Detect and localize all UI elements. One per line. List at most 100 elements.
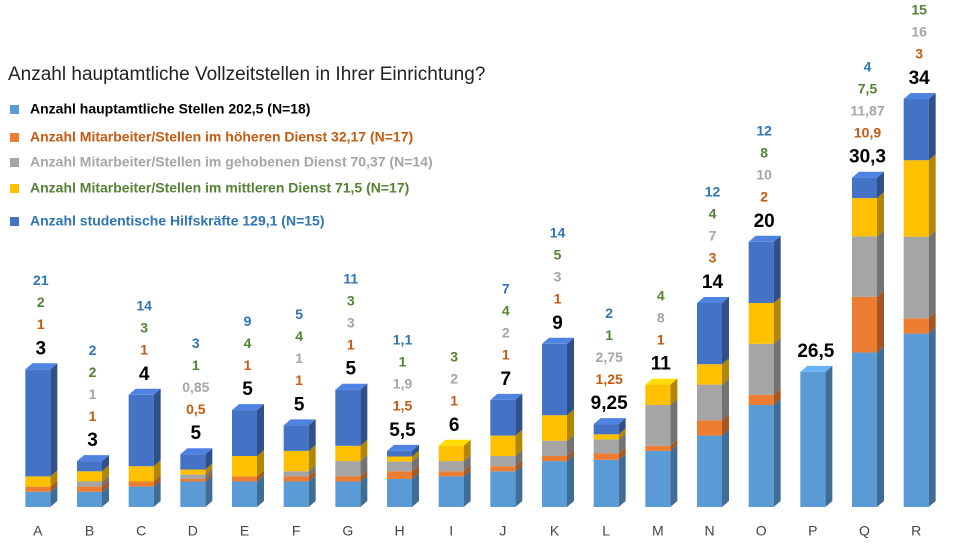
bar-side: [463, 439, 471, 462]
bar-side: [928, 327, 936, 507]
bar-segment: [387, 471, 412, 479]
data-label: 0,5: [186, 401, 206, 417]
data-label: 5: [346, 359, 357, 380]
bar-segment: [593, 459, 619, 507]
bar-side: [618, 418, 626, 435]
bar-side: [308, 470, 316, 482]
data-label: 11: [343, 270, 358, 286]
bar-side: [928, 93, 936, 161]
bar-top: [438, 439, 471, 446]
x-tick-label: F: [292, 523, 301, 539]
x-tick-label: J: [499, 523, 506, 539]
data-label: 3: [87, 430, 98, 451]
data-label: 16: [911, 24, 927, 40]
bar-segment: [77, 486, 102, 492]
bar-side: [205, 475, 213, 507]
bar-segment: [748, 405, 774, 507]
data-label: 5,5: [389, 420, 416, 441]
bar-side: [360, 439, 368, 462]
bar-side: [360, 475, 368, 507]
bar-segment: [283, 471, 309, 477]
data-label: 10: [756, 167, 772, 183]
chart-title: Anzahl hauptamtliche Vollzeitstellen in …: [8, 64, 485, 85]
bar-segment: [180, 469, 206, 475]
bar-segment: [593, 424, 619, 435]
legend-label: Anzahl Mitarbeiter/Stellen im mittleren …: [30, 180, 409, 196]
bar-segment: [387, 450, 412, 457]
data-label: 3: [347, 314, 355, 330]
bar-side: [205, 448, 213, 470]
bar-side: [412, 465, 419, 479]
bar-side: [515, 393, 523, 436]
data-label: 5: [294, 394, 305, 415]
data-label: 2: [450, 371, 458, 387]
bar-side: [877, 230, 884, 297]
bar-segment: [128, 481, 154, 487]
x-tick-label: M: [652, 523, 664, 539]
data-label: 2,75: [596, 349, 623, 365]
bar-segment: [697, 364, 722, 385]
x-tick-label: R: [911, 523, 921, 539]
bar-segment: [490, 456, 516, 467]
bar-side: [205, 463, 213, 475]
data-label: 1: [140, 342, 148, 358]
bar-side: [50, 470, 58, 487]
bar-segment: [542, 415, 567, 441]
bar-segment: [25, 476, 51, 487]
data-label: 3: [915, 46, 923, 62]
bar-segment: [593, 453, 619, 460]
data-label: 4: [502, 303, 510, 319]
x-tick-label: P: [808, 523, 817, 539]
data-label: 8: [657, 309, 665, 325]
bar-top: [232, 404, 264, 411]
bar-side: [205, 472, 213, 482]
bar-side: [773, 337, 781, 395]
bar-segment: [748, 241, 774, 303]
bar-side: [515, 429, 523, 456]
bar-side: [670, 378, 678, 405]
data-label: 15: [911, 2, 927, 18]
bar-segment: [490, 471, 516, 507]
legend-swatch: [10, 158, 19, 167]
bar-segment: [283, 481, 309, 507]
data-label: 1: [192, 357, 200, 373]
bar-side: [153, 480, 161, 507]
bar-side: [722, 429, 729, 507]
data-label: 1: [502, 347, 510, 363]
bar-top: [852, 171, 884, 178]
legend-label: Anzahl Mitarbeiter/Stellen im gehobenen …: [30, 154, 433, 170]
data-label: 4: [864, 58, 872, 74]
legend-label: Anzahl Mitarbeiter/Stellen im höheren Di…: [30, 129, 413, 145]
data-label: 8: [760, 145, 768, 161]
data-label: 1,25: [596, 371, 623, 387]
x-tick-label: L: [602, 523, 610, 539]
legend-label: Anzahl hauptamtliche Stellen 202,5 (N=18…: [30, 101, 310, 117]
data-label: 1: [89, 386, 97, 402]
bar-side: [515, 465, 523, 507]
bar-segment: [25, 369, 51, 477]
bar-segment: [697, 384, 722, 421]
data-label: 1: [244, 357, 252, 373]
data-label: 1: [89, 408, 97, 424]
bar-segment: [335, 461, 361, 477]
bar-segment: [542, 461, 567, 507]
bar-segment: [903, 160, 929, 237]
bar-segment: [25, 491, 51, 507]
bar-side: [153, 460, 161, 482]
data-label: 3: [554, 269, 562, 285]
data-label: 2: [89, 342, 97, 358]
data-label: 34: [909, 68, 931, 89]
data-label: 3: [36, 338, 47, 359]
bar-side: [412, 444, 419, 457]
bar-side: [618, 433, 626, 454]
bar-side: [722, 414, 729, 436]
bar-side: [412, 455, 419, 472]
bar-side: [153, 475, 161, 487]
bar-segment: [232, 476, 257, 482]
bar-side: [567, 434, 574, 456]
bar-side: [515, 460, 523, 472]
bar-side: [412, 472, 419, 507]
x-tick-label: N: [704, 523, 714, 539]
data-label: 5: [295, 306, 303, 322]
legend-swatch: [10, 217, 19, 226]
